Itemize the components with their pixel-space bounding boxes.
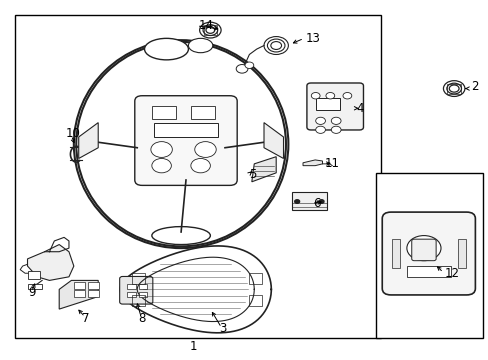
Bar bbox=[249, 295, 261, 306]
Text: 3: 3 bbox=[219, 322, 226, 335]
Text: 13: 13 bbox=[305, 32, 320, 45]
Bar bbox=[127, 292, 136, 297]
Text: 11: 11 bbox=[325, 157, 339, 170]
Bar bbox=[88, 290, 99, 297]
Circle shape bbox=[315, 117, 325, 125]
Bar bbox=[154, 123, 217, 137]
FancyBboxPatch shape bbox=[120, 276, 153, 304]
Ellipse shape bbox=[188, 39, 212, 53]
Bar bbox=[375, 173, 483, 338]
Circle shape bbox=[190, 158, 210, 173]
Bar bbox=[292, 192, 327, 211]
Text: 4: 4 bbox=[356, 102, 364, 115]
Polygon shape bbox=[303, 160, 322, 166]
Bar bbox=[74, 282, 84, 289]
Bar bbox=[406, 266, 450, 277]
Circle shape bbox=[236, 64, 247, 73]
Polygon shape bbox=[27, 244, 74, 280]
Bar bbox=[391, 239, 399, 268]
Bar bbox=[139, 284, 147, 289]
Bar bbox=[139, 292, 147, 297]
Bar bbox=[27, 284, 42, 289]
Bar bbox=[457, 239, 465, 268]
Polygon shape bbox=[251, 157, 276, 182]
FancyBboxPatch shape bbox=[411, 239, 435, 261]
Circle shape bbox=[319, 200, 324, 203]
Ellipse shape bbox=[144, 39, 188, 60]
FancyBboxPatch shape bbox=[382, 212, 474, 295]
Bar bbox=[152, 107, 176, 119]
Circle shape bbox=[152, 158, 171, 173]
Text: 8: 8 bbox=[138, 311, 145, 325]
Bar bbox=[88, 282, 99, 289]
Text: 14: 14 bbox=[198, 19, 213, 32]
Bar bbox=[27, 271, 40, 279]
Bar bbox=[315, 98, 339, 110]
FancyBboxPatch shape bbox=[306, 83, 363, 130]
Circle shape bbox=[151, 141, 172, 157]
Circle shape bbox=[330, 117, 340, 125]
Polygon shape bbox=[79, 123, 98, 158]
Circle shape bbox=[315, 126, 325, 134]
Text: 12: 12 bbox=[444, 267, 459, 280]
Polygon shape bbox=[59, 280, 98, 309]
Ellipse shape bbox=[406, 235, 440, 261]
FancyBboxPatch shape bbox=[135, 96, 237, 185]
Text: 5: 5 bbox=[249, 168, 256, 181]
Text: 6: 6 bbox=[312, 197, 320, 210]
Circle shape bbox=[311, 93, 320, 99]
Bar bbox=[132, 273, 144, 284]
Circle shape bbox=[194, 141, 216, 157]
Bar bbox=[74, 290, 84, 297]
Bar bbox=[447, 84, 460, 94]
Bar bbox=[132, 295, 144, 306]
Bar bbox=[127, 284, 136, 289]
Circle shape bbox=[342, 93, 351, 99]
Polygon shape bbox=[264, 123, 283, 158]
Text: 1: 1 bbox=[189, 340, 197, 353]
Circle shape bbox=[325, 93, 334, 99]
Circle shape bbox=[244, 62, 253, 68]
Circle shape bbox=[294, 200, 299, 203]
Circle shape bbox=[330, 126, 340, 134]
Text: 9: 9 bbox=[29, 287, 36, 300]
Bar bbox=[190, 107, 215, 119]
Text: 10: 10 bbox=[65, 127, 80, 140]
Text: 2: 2 bbox=[470, 80, 478, 93]
Bar bbox=[203, 26, 216, 35]
Bar bbox=[249, 273, 261, 284]
Text: 7: 7 bbox=[82, 311, 90, 325]
Ellipse shape bbox=[152, 226, 210, 244]
Bar bbox=[15, 15, 380, 338]
